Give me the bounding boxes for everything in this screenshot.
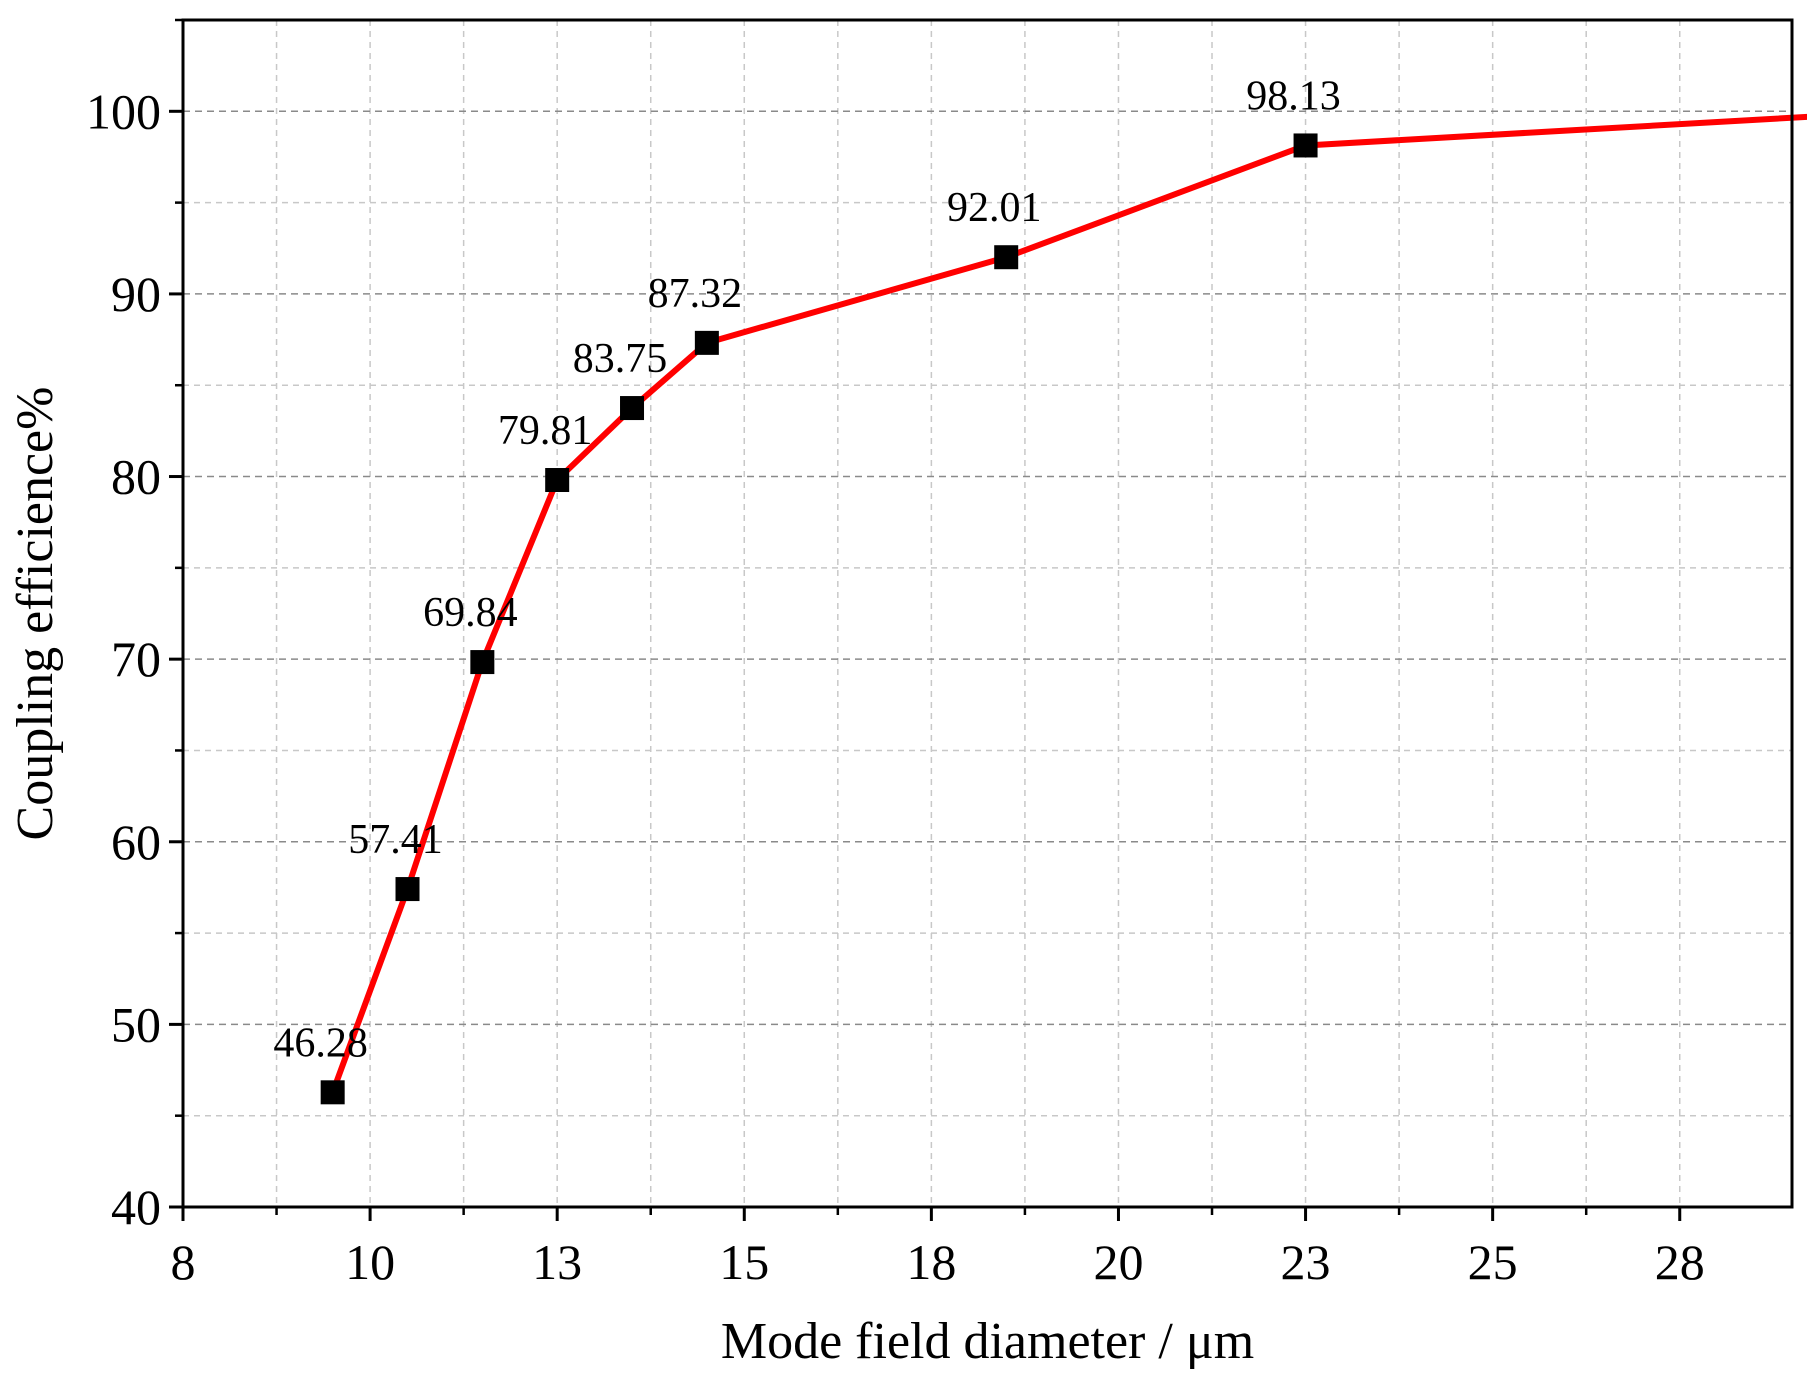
x-tick-label: 10 xyxy=(345,1234,395,1290)
y-tick-label: 40 xyxy=(111,1179,161,1235)
data-point-label: 87.32 xyxy=(648,271,743,317)
data-point-label: 57.41 xyxy=(348,817,443,863)
data-labels: 46.28 57.41 69.84 79.81 83.75 87.32 92.01 98.13… xyxy=(273,73,1341,1066)
data-point-marker xyxy=(620,396,645,421)
x-tick-label: 20 xyxy=(1093,1234,1143,1290)
y-tick-label: 100 xyxy=(86,83,161,139)
data-point-marker xyxy=(320,1080,345,1105)
x-tick-label: 23 xyxy=(1281,1234,1331,1290)
data-point-marker xyxy=(694,330,719,355)
y-tick-label: 60 xyxy=(111,814,161,870)
x-tick-label: 8 xyxy=(171,1234,196,1290)
x-tick-label: 28 xyxy=(1655,1234,1705,1290)
y-tick-label: 70 xyxy=(111,631,161,687)
plot-area-frame xyxy=(181,18,1794,1209)
x-axis-ticks: 8 10 13 15 18 20 23 25 28 xyxy=(171,1207,1705,1290)
data-point-marker xyxy=(545,468,570,493)
y-tick-label: 50 xyxy=(111,996,161,1052)
data-point-label: 92.01 xyxy=(947,185,1042,231)
x-tick-label: 15 xyxy=(719,1234,769,1290)
y-tick-label: 90 xyxy=(111,266,161,322)
data-point-label: 46.28 xyxy=(273,1020,368,1066)
y-axis-ticks: 40 50 60 70 80 90 100 xyxy=(86,18,183,1235)
data-point-marker xyxy=(994,245,1019,270)
y-tick-label: 80 xyxy=(111,449,161,505)
x-tick-label: 25 xyxy=(1468,1234,1518,1290)
data-markers xyxy=(320,133,1318,1105)
data-point-label: 83.75 xyxy=(573,336,668,382)
data-point-label: 98.13 xyxy=(1246,73,1341,119)
data-point-label: 69.84 xyxy=(423,590,518,636)
data-point-marker xyxy=(395,877,420,902)
data-point-marker xyxy=(470,650,495,675)
y-axis-title: Coupling efficience% xyxy=(7,387,64,841)
data-point-marker xyxy=(1293,133,1318,158)
x-tick-label: 13 xyxy=(532,1234,582,1290)
x-tick-label: 18 xyxy=(906,1234,956,1290)
x-axis-title: Mode field diameter / μm xyxy=(721,1313,1254,1370)
data-point-label: 79.81 xyxy=(498,408,593,454)
